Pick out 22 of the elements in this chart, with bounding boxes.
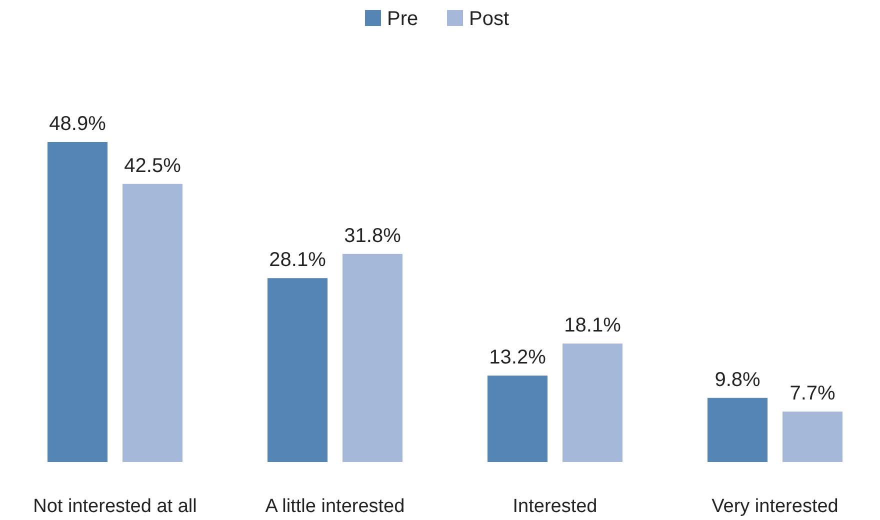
- bar: [48, 142, 108, 462]
- data-label: 28.1%: [269, 249, 326, 272]
- x-tick-label: Very interested: [712, 496, 838, 517]
- data-label: 18.1%: [564, 314, 622, 337]
- legend-label: Post: [469, 8, 510, 30]
- bar: [342, 254, 402, 462]
- x-tick-label: A little interested: [265, 496, 405, 517]
- bar: [268, 278, 328, 462]
- bar: [562, 344, 622, 462]
- data-label: 31.8%: [344, 224, 402, 247]
- bar: [708, 398, 768, 462]
- data-label: 48.9%: [49, 113, 106, 135]
- bar: [122, 184, 182, 462]
- data-label: 7.7%: [790, 382, 836, 405]
- data-label: 42.5%: [124, 154, 182, 177]
- x-tick-label: Interested: [512, 496, 598, 517]
- x-tick-label: Not interested at all: [33, 496, 197, 517]
- legend-label: Pre: [387, 8, 418, 30]
- data-label: 9.8%: [714, 368, 761, 391]
- bar: [488, 376, 548, 462]
- bar: [782, 412, 842, 462]
- data-label: 13.2%: [489, 346, 546, 369]
